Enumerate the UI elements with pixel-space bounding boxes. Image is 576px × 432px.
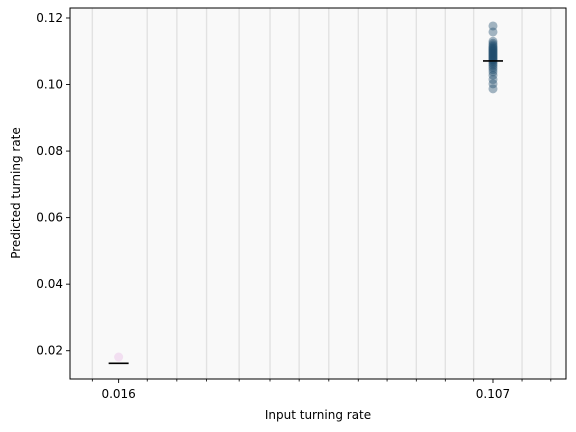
y-tick-label: 0.08 <box>36 144 63 158</box>
data-point <box>488 79 498 89</box>
x-axis-ticks: 0.016 0.107 <box>91 379 552 401</box>
grid-lines <box>91 8 552 379</box>
data-point <box>488 49 498 59</box>
data-point <box>488 53 498 63</box>
data-point <box>488 60 498 70</box>
data-point <box>488 21 498 31</box>
plot-background <box>70 8 566 379</box>
data-point <box>488 51 498 61</box>
data-point <box>488 57 498 67</box>
data-point <box>488 70 498 80</box>
y-tick-label: 0.02 <box>36 344 63 358</box>
y-tick-label: 0.06 <box>36 211 63 225</box>
data-point <box>488 41 498 51</box>
x-tick-label: 0.016 <box>101 387 135 401</box>
data-point <box>488 38 498 48</box>
data-point <box>488 48 498 58</box>
data-point <box>488 36 498 46</box>
data-point <box>488 43 498 53</box>
data-point <box>488 27 498 37</box>
y-axis-label: Predicted turning rate <box>9 127 23 259</box>
data-point <box>488 62 498 72</box>
data-point <box>488 40 498 50</box>
data-point <box>488 55 498 65</box>
data-point <box>488 65 498 75</box>
data-point <box>488 46 498 56</box>
y-tick-label: 0.10 <box>36 78 63 92</box>
y-tick-label: 0.12 <box>36 11 63 25</box>
x-tick-label: 0.107 <box>476 387 510 401</box>
mean-markers <box>108 60 503 365</box>
data-point <box>114 352 124 362</box>
data-point <box>488 44 498 54</box>
data-point <box>488 52 498 62</box>
data-point <box>488 50 498 60</box>
data-point <box>488 75 498 85</box>
data-point <box>488 84 498 94</box>
y-tick-label: 0.04 <box>36 277 63 291</box>
plot-frame <box>69 7 567 380</box>
data-points <box>114 21 498 362</box>
x-axis-label: Input turning rate <box>265 408 371 422</box>
data-point <box>488 67 498 77</box>
y-axis-ticks: 0.02 0.04 0.06 0.08 0.10 0.12 <box>36 11 70 358</box>
data-point <box>488 47 498 57</box>
data-point <box>488 45 498 55</box>
